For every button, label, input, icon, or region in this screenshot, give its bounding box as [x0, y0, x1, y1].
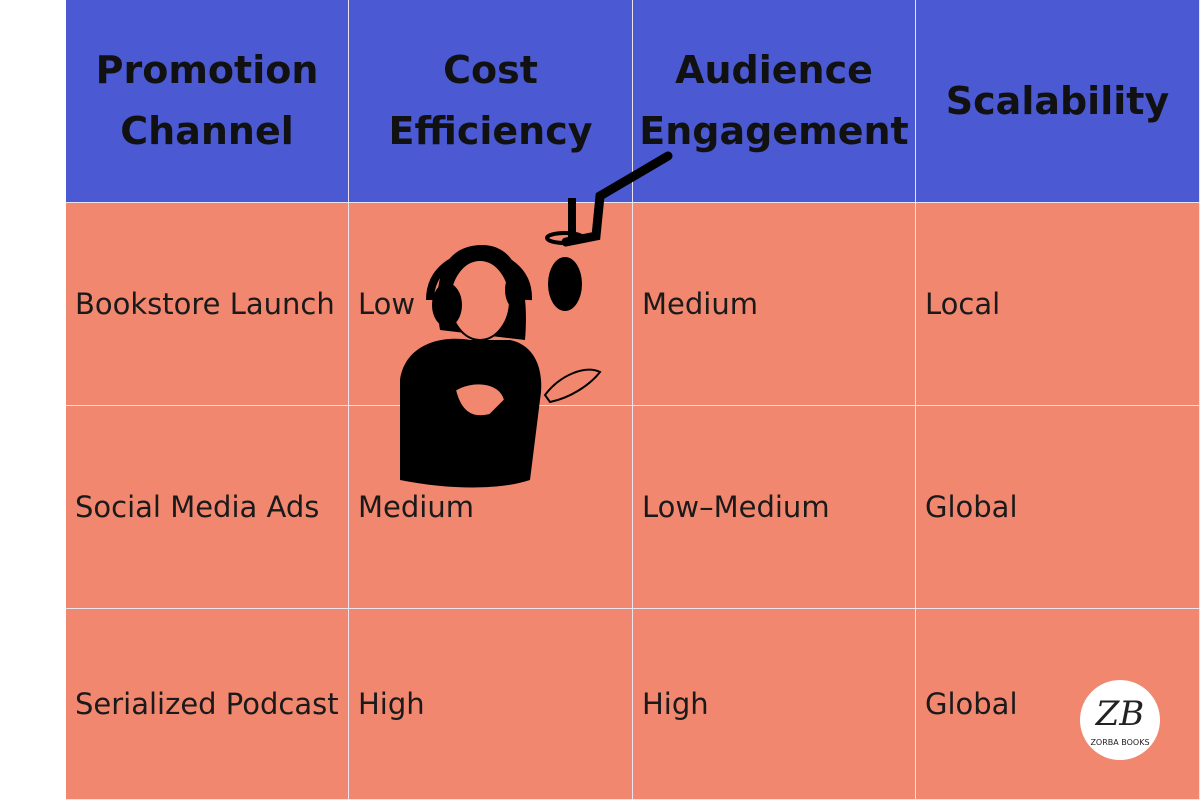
table-cell: Low: [349, 203, 633, 406]
header-cell: Audience Engagement: [633, 0, 916, 203]
table-cell: Medium: [349, 406, 633, 609]
table-cell: Medium: [633, 203, 916, 406]
table-cell: Local: [916, 203, 1200, 406]
table-cell: Global: [916, 406, 1200, 609]
table-cell: High: [349, 609, 633, 800]
header-cell: Scalability: [916, 0, 1200, 203]
promotion-table: Promotion Channel Cost Efficiency Audien…: [66, 0, 1200, 800]
table-cell: High: [633, 609, 916, 800]
header-cell: Cost Efficiency: [349, 0, 633, 203]
table-cell: Social Media Ads: [66, 406, 349, 609]
table-cell: Global: [916, 609, 1200, 800]
table-cell: Low–Medium: [633, 406, 916, 609]
table-cell: Serialized Podcast: [66, 609, 349, 800]
table-cell: Bookstore Launch: [66, 203, 349, 406]
header-cell: Promotion Channel: [66, 0, 349, 203]
